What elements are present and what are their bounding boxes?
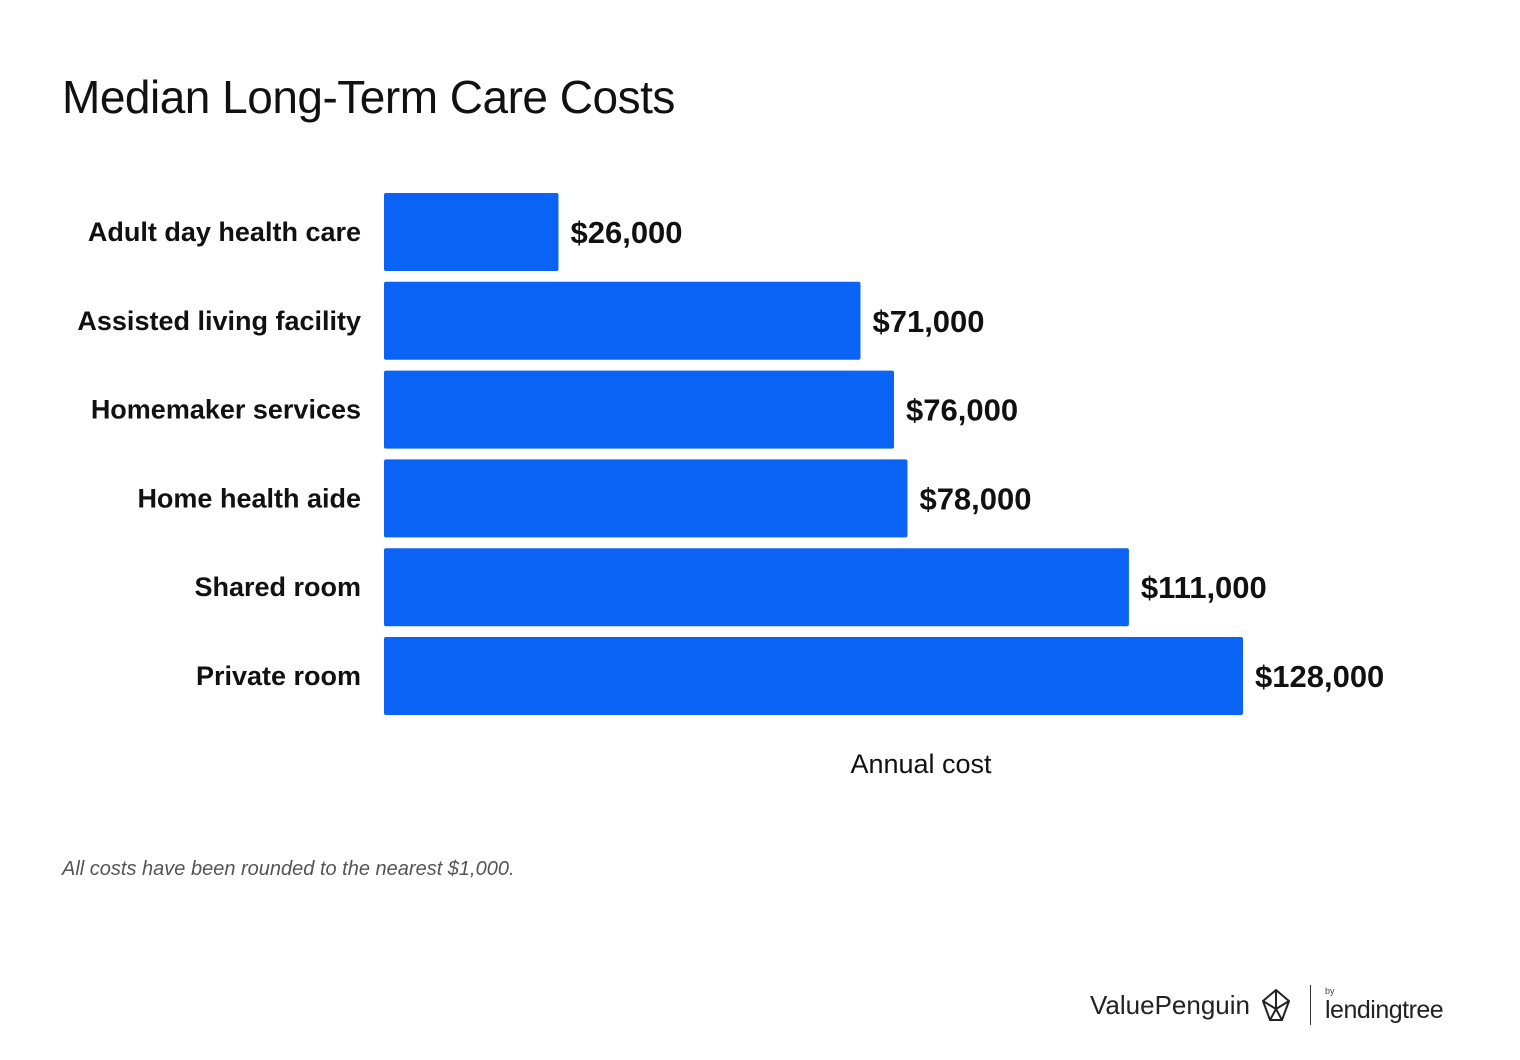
penguin-logo-icon	[1262, 989, 1290, 1021]
category-label: Private room	[196, 661, 361, 691]
category-label: Adult day health care	[88, 217, 361, 247]
category-label: Homemaker services	[91, 395, 361, 425]
bar	[384, 370, 895, 449]
value-label: $26,000	[570, 215, 682, 250]
bar-chart: Adult day health care $26,000 Assisted liv…	[77, 193, 1384, 779]
lendingtree-wordmark: lendingtree	[1325, 996, 1444, 1024]
footnote: All costs have been rounded to the neare…	[62, 858, 515, 880]
bar	[384, 459, 908, 538]
value-label: $71,000	[872, 304, 984, 339]
value-label: $76,000	[906, 393, 1018, 428]
brand-separator	[1310, 985, 1311, 1025]
brand-by-text: by	[1325, 986, 1335, 996]
bar	[384, 637, 1243, 715]
category-label: Shared room	[194, 572, 361, 602]
x-axis-label: Annual cost	[850, 749, 992, 779]
lendingtree-logo: by lendingtree	[1325, 986, 1444, 1024]
category-label: Assisted living facility	[77, 306, 361, 336]
brand-footer: ValuePenguin by lendingtree	[1090, 980, 1444, 1030]
bar	[384, 193, 559, 271]
chart-title: Median Long-Term Care Costs	[62, 71, 675, 123]
value-label: $111,000	[1141, 570, 1267, 605]
valuepenguin-logo: ValuePenguin	[1090, 989, 1250, 1020]
bar	[384, 548, 1129, 627]
category-label: Home health aide	[137, 483, 361, 513]
bar	[384, 281, 861, 360]
value-label: $78,000	[919, 481, 1031, 516]
value-label: $128,000	[1255, 659, 1384, 694]
